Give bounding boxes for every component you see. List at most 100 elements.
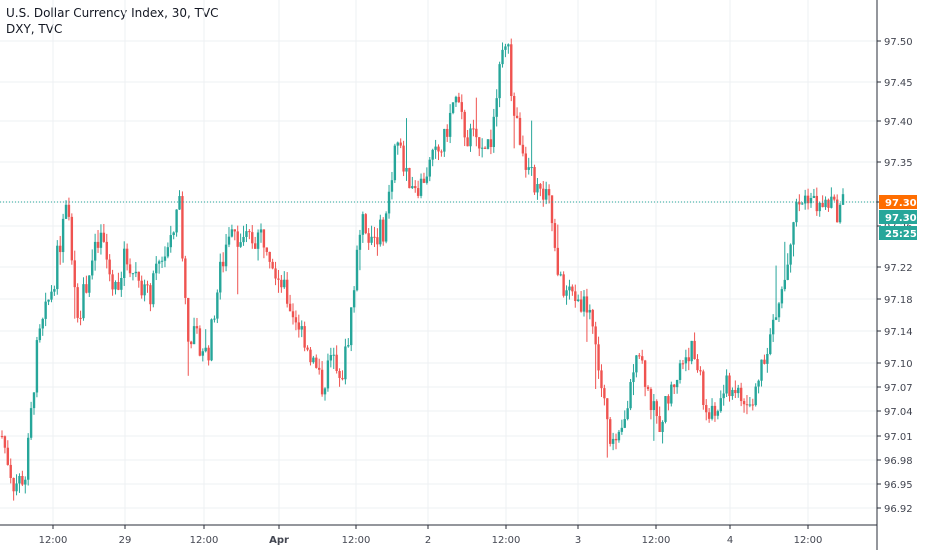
candle-body [448, 112, 452, 137]
candle-body [364, 214, 367, 234]
candle-body [748, 404, 752, 406]
candle-body [317, 367, 321, 370]
candle-body [812, 195, 816, 199]
candle-body [544, 189, 548, 200]
y-tick-label: 97.35 [884, 158, 913, 169]
candle-body [291, 311, 295, 318]
candle-body [530, 167, 533, 169]
candle-body [187, 297, 190, 342]
candle-body [565, 290, 568, 296]
candle-body [434, 146, 437, 150]
candle-body [12, 477, 15, 492]
candle-body [673, 384, 676, 388]
candle-body [684, 357, 688, 364]
candle-body [6, 447, 10, 465]
y-tick-label: 96.98 [884, 456, 913, 467]
candle-body [91, 260, 94, 276]
candle-body [285, 279, 289, 304]
candle-body [131, 273, 135, 275]
x-tick-label: 4 [727, 535, 733, 546]
candle-body [579, 299, 583, 312]
candle-body [838, 204, 842, 223]
last-price-badge-bg [879, 195, 917, 209]
y-tick-label: 97.10 [884, 359, 913, 370]
candle-body [745, 404, 749, 406]
candle-body [422, 178, 426, 183]
candle-body [553, 223, 557, 248]
candle-body [742, 401, 746, 405]
candle-body [751, 404, 754, 406]
price-axis[interactable]: 97.5097.4597.4097.3597.3097.2697.2297.18… [877, 37, 913, 515]
candle-body [384, 213, 388, 242]
candle-body [588, 309, 592, 313]
candle-body [504, 46, 507, 50]
candle-body [227, 236, 231, 245]
candle-body [181, 196, 184, 259]
candle-body [550, 195, 554, 224]
candle-body [841, 194, 845, 205]
candle-body [824, 199, 827, 208]
candle-body [585, 296, 589, 313]
candle-body [320, 369, 324, 395]
candle-body [594, 326, 597, 345]
candle-body [303, 326, 306, 348]
candle-body [163, 256, 167, 261]
current-price-badge: 97.30 [885, 213, 917, 224]
candle-body [382, 219, 385, 242]
candle-body [608, 419, 612, 444]
candle-body [483, 147, 487, 149]
x-tick-label: 3 [575, 535, 581, 546]
candle-body [798, 202, 801, 205]
candle-body [521, 144, 525, 154]
candle-body [79, 317, 82, 319]
y-tick-label: 97.07 [884, 383, 913, 394]
candle-body [355, 249, 359, 291]
candle-body [201, 351, 204, 356]
candle-body [64, 204, 68, 219]
candle-body [419, 178, 423, 196]
candle-body [152, 273, 155, 305]
candle-body [815, 195, 819, 212]
candle-body [352, 290, 356, 308]
candle-body [757, 380, 760, 387]
candle-body [600, 370, 603, 389]
candle-body [510, 44, 513, 96]
candle-body [728, 375, 731, 397]
candle-body [681, 363, 685, 365]
candle-body [783, 279, 786, 290]
candle-body [655, 401, 658, 417]
candle-body [451, 102, 455, 113]
candle-body [221, 261, 225, 267]
candle-body [50, 291, 53, 300]
candle-body [731, 389, 734, 397]
candle-body [393, 145, 397, 181]
candle-body [67, 204, 71, 217]
candle-body [507, 44, 510, 47]
candle-body [402, 145, 405, 172]
chart-subtitle: DXY, TVC [6, 22, 63, 36]
chart-title: U.S. Dollar Currency Index, 30, TVC [6, 6, 219, 20]
y-tick-label: 96.92 [884, 504, 913, 515]
candle-body [518, 117, 522, 145]
x-tick-label: 12:00 [342, 535, 371, 546]
candle-body [460, 102, 463, 112]
x-tick-label: 12:00 [190, 535, 219, 546]
candle-body [702, 371, 705, 406]
time-axis[interactable]: 12:00 29 12:00 Apr 12:00 2 12:00 3 12:00 4 12:00 [39, 525, 823, 546]
candle-body [169, 235, 172, 248]
candle-body [833, 196, 836, 200]
candle-body [44, 301, 47, 319]
candle-body [233, 229, 237, 232]
candle-body [283, 279, 286, 288]
candle-body [713, 405, 717, 416]
candle-body [338, 370, 341, 378]
candle-body [440, 151, 443, 153]
countdown-badge-bg [879, 226, 917, 240]
candle-body [312, 357, 315, 363]
candle-body [15, 483, 18, 492]
candle-body [189, 341, 193, 345]
candle-body [760, 359, 763, 381]
candle-body [443, 128, 446, 152]
candle-body [399, 142, 402, 146]
